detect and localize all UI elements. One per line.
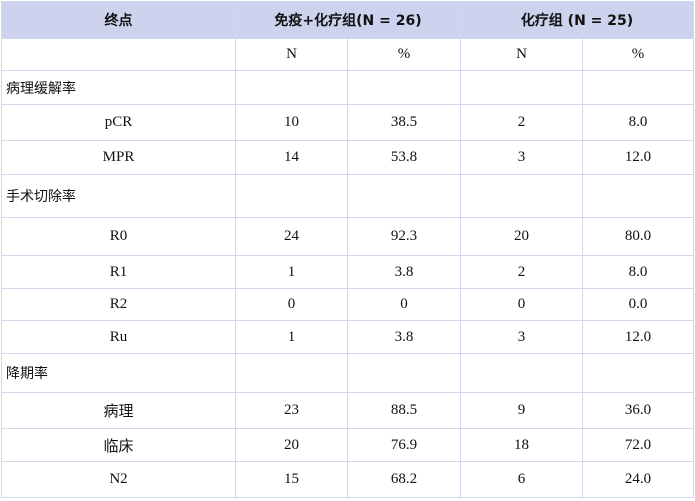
empty-cell [347,353,461,393]
value-cell: 20 [460,217,583,256]
table-row: MPR 14 53.8 3 12.0 [1,140,694,175]
section-row: 降期率 [1,353,694,393]
empty-cell [235,70,348,105]
row-label: R0 [1,217,236,256]
value-cell: 8.0 [582,104,694,141]
table-row: pCR 10 38.5 2 8.0 [1,104,694,141]
value-cell: 53.8 [347,140,461,175]
empty-cell [347,70,461,105]
table-row: 临床 20 76.9 18 72.0 [1,428,694,462]
value-cell: 76.9 [347,428,461,462]
empty-cell [582,353,694,393]
value-cell: 10 [235,104,348,141]
value-cell: 1 [235,320,348,354]
value-cell: 12.0 [582,320,694,354]
subheader-cell: N [235,38,348,71]
empty-cell [460,70,583,105]
value-cell: 6 [460,461,583,498]
empty-cell [460,353,583,393]
table-row: R1 1 3.8 2 8.0 [1,255,694,289]
row-label: R1 [1,255,236,289]
section-row: 手术切除率 [1,174,694,218]
subheader-cell: % [347,38,461,71]
table-row: N2 15 68.2 6 24.0 [1,461,694,498]
header-row: 终点 免疫+化疗组(N = 26) 化疗组 (N = 25) [1,1,694,39]
header-chemo: 化疗组 (N = 25) [460,1,694,39]
value-cell: 88.5 [347,392,461,429]
row-label: N2 [1,461,236,498]
value-cell: 72.0 [582,428,694,462]
value-cell: 9 [460,392,583,429]
subheader-cell: N [460,38,583,71]
value-cell: 80.0 [582,217,694,256]
section-label: 手术切除率 [1,174,236,218]
value-cell: 23 [235,392,348,429]
value-cell: 38.5 [347,104,461,141]
section-label: 病理缓解率 [1,70,236,105]
value-cell: 8.0 [582,255,694,289]
value-cell: 0 [235,288,348,321]
subheader-row: N % N % [1,38,694,71]
header-immuno-chemo: 免疫+化疗组(N = 26) [235,1,461,39]
value-cell: 12.0 [582,140,694,175]
value-cell: 1 [235,255,348,289]
row-label: R2 [1,288,236,321]
value-cell: 92.3 [347,217,461,256]
value-cell: 2 [460,255,583,289]
row-label: 临床 [1,428,236,462]
value-cell: 0 [460,288,583,321]
table-row: 病理 23 88.5 9 36.0 [1,392,694,429]
row-label: 病理 [1,392,236,429]
value-cell: 0 [347,288,461,321]
section-label: 降期率 [1,353,236,393]
table-row: R2 0 0 0 0.0 [1,288,694,321]
section-row: 病理缓解率 [1,70,694,105]
value-cell: 36.0 [582,392,694,429]
value-cell: 24 [235,217,348,256]
value-cell: 14 [235,140,348,175]
value-cell: 18 [460,428,583,462]
value-cell: 20 [235,428,348,462]
empty-cell [582,70,694,105]
table-row: R0 24 92.3 20 80.0 [1,217,694,256]
value-cell: 3 [460,140,583,175]
value-cell: 24.0 [582,461,694,498]
value-cell: 0.0 [582,288,694,321]
table-row: Ru 1 3.8 3 12.0 [1,320,694,354]
value-cell: 2 [460,104,583,141]
row-label: MPR [1,140,236,175]
row-label: Ru [1,320,236,354]
empty-cell [460,174,583,218]
value-cell: 3.8 [347,255,461,289]
empty-cell [235,174,348,218]
value-cell: 3 [460,320,583,354]
subheader-cell [1,38,236,71]
empty-cell [347,174,461,218]
value-cell: 68.2 [347,461,461,498]
subheader-cell: % [582,38,694,71]
header-endpoint: 终点 [1,1,236,39]
empty-cell [582,174,694,218]
value-cell: 15 [235,461,348,498]
row-label: pCR [1,104,236,141]
value-cell: 3.8 [347,320,461,354]
empty-cell [235,353,348,393]
